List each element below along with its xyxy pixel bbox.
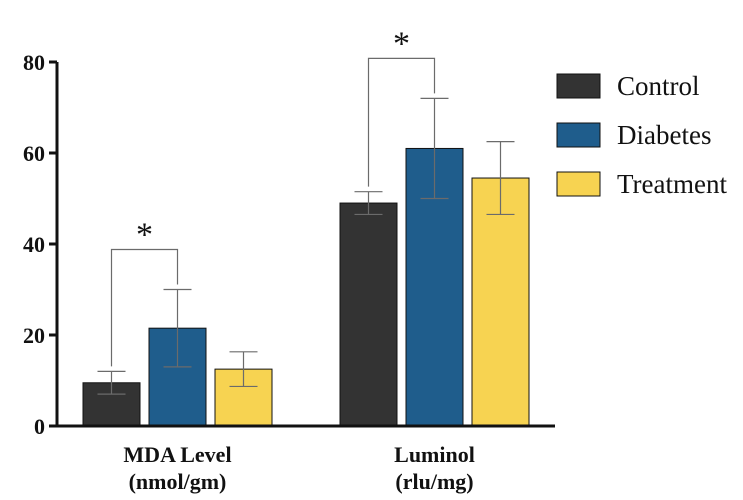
legend-swatch-diabetes xyxy=(556,122,601,148)
axis-layer: 0 20 40 60 80 MDA Level(nmol/gm) Luminol(rlu/m… xyxy=(23,50,555,494)
y-tick-label-0: 0 xyxy=(34,414,45,439)
y-tick-label-80: 80 xyxy=(23,50,45,75)
significance-bracket-1 xyxy=(367,57,436,187)
error-bar-control-0 xyxy=(97,370,126,395)
bars-layer: ** xyxy=(82,25,530,427)
significance-bracket-0 xyxy=(110,248,179,367)
x-category-label-0-1: (nmol/gm) xyxy=(129,469,227,494)
significance-star-1: * xyxy=(393,25,410,62)
y-tick-label-20: 20 xyxy=(23,323,45,348)
legend-swatch-treatment xyxy=(556,171,601,197)
significance-star-0: * xyxy=(136,217,153,254)
x-category-label-0-0: MDA Level xyxy=(123,442,231,467)
x-category-label-1-0: Luminol xyxy=(394,442,475,467)
y-tick-label-40: 40 xyxy=(23,232,45,257)
error-bar-treatment-1 xyxy=(486,141,515,216)
bar-treatment-1 xyxy=(471,177,530,427)
legend-swatch-control xyxy=(556,73,601,99)
error-bar-diabetes-1 xyxy=(420,97,449,200)
legend: Control Diabetes Treatment xyxy=(556,71,727,199)
y-tick-label-60: 60 xyxy=(23,141,45,166)
legend-label-diabetes: Diabetes xyxy=(617,120,711,150)
legend-label-treatment: Treatment xyxy=(617,169,727,199)
legend-label-control: Control xyxy=(617,71,700,101)
error-bar-control-1 xyxy=(354,191,383,216)
bar-control-1 xyxy=(339,202,398,427)
error-bar-diabetes-0 xyxy=(163,288,192,368)
x-category-label-1-1: (rlu/mg) xyxy=(395,469,473,494)
error-bar-treatment-0 xyxy=(229,351,258,388)
